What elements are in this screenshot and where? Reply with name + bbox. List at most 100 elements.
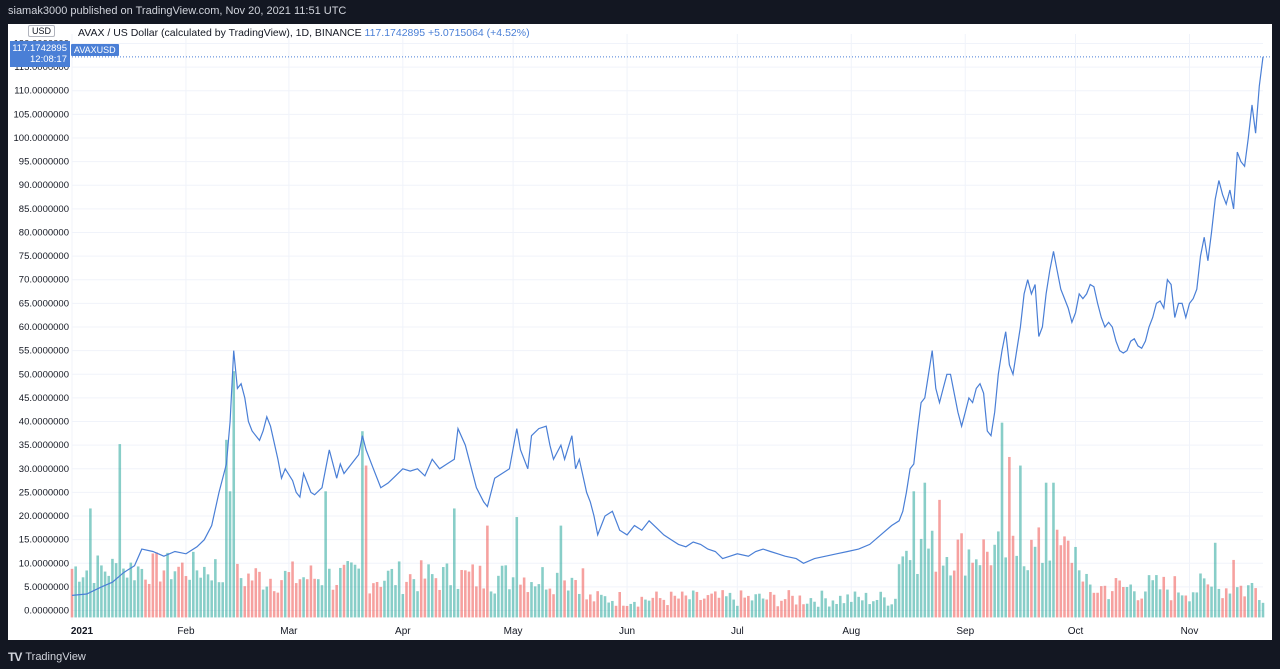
volume-bar	[930, 530, 934, 618]
volume-bar	[1199, 573, 1202, 618]
volume-bar	[776, 606, 780, 618]
volume-bar	[923, 482, 927, 618]
volume-bar	[1133, 591, 1136, 618]
volume-bar	[408, 574, 412, 618]
volume-bar	[1059, 545, 1063, 618]
volume-bar	[1026, 570, 1030, 618]
volume-bar	[960, 533, 963, 618]
volume-bar	[842, 603, 846, 618]
volume-bar	[680, 591, 684, 618]
volume-bar	[350, 562, 353, 618]
volume-bar	[622, 605, 625, 618]
volume-bar	[537, 584, 541, 618]
y-tick-label: 65.0000000	[19, 298, 69, 309]
volume-bar	[416, 591, 419, 618]
volume-bar	[581, 568, 585, 618]
volume-bar	[651, 597, 655, 618]
volume-bar	[1254, 588, 1257, 618]
volume-bar	[835, 603, 838, 618]
y-tick-label: 90.0000000	[19, 180, 69, 191]
y-tick-label: 95.0000000	[19, 157, 69, 168]
volume-bar	[780, 600, 783, 618]
volume-bar	[129, 562, 133, 618]
volume-bar	[875, 599, 879, 618]
volume-bar	[636, 606, 640, 618]
x-tick-label: Feb	[177, 626, 195, 637]
tradingview-logo[interactable]: TV TradingView	[8, 650, 86, 664]
volume-bar	[335, 584, 338, 618]
volume-bar	[430, 574, 434, 618]
volume-bar	[221, 582, 224, 618]
volume-bar	[346, 561, 349, 618]
volume-bar	[515, 517, 519, 618]
y-tick-label: 35.0000000	[19, 440, 69, 451]
volume-bar	[155, 552, 158, 618]
volume-bar	[497, 575, 500, 618]
volume-bar	[640, 596, 644, 618]
x-tick-label: Mar	[280, 626, 298, 637]
volume-bar	[978, 565, 982, 618]
volume-bar	[107, 575, 111, 618]
volume-bar	[938, 499, 941, 618]
volume-bar	[287, 572, 291, 618]
volume-bar	[449, 585, 452, 618]
volume-bar	[1239, 585, 1243, 618]
volume-bar	[1206, 584, 1210, 618]
volume-bar	[1232, 559, 1235, 618]
volume-bar	[747, 595, 750, 618]
volume-bar	[949, 575, 952, 618]
volume-bar	[298, 579, 302, 618]
volume-bar	[783, 599, 787, 618]
volume-bar	[1015, 555, 1018, 618]
volume-bar	[600, 594, 603, 618]
volume-bar	[1118, 580, 1121, 618]
volume-bar	[261, 589, 265, 618]
volume-bar	[861, 600, 864, 618]
volume-bar	[331, 589, 335, 618]
volume-bar	[89, 508, 92, 618]
price-chart[interactable]: 0.0000000 5.0000000 10.0000000 15.0000000 20…	[8, 24, 1272, 640]
x-tick-label: Jun	[619, 626, 635, 637]
volume-bar	[114, 563, 118, 618]
volume-bar	[144, 579, 147, 618]
x-tick-label: Jul	[731, 626, 744, 637]
volume-bar	[1151, 580, 1155, 618]
chart-area[interactable]: 0.0000000 5.0000000 10.0000000 15.0000000 20…	[8, 24, 1272, 640]
y-tick-label: 40.0000000	[19, 417, 69, 428]
volume-bar	[952, 570, 956, 618]
volume-bar	[412, 579, 416, 618]
volume-bar	[1213, 542, 1217, 618]
volume-bar	[173, 571, 177, 618]
volume-bar	[456, 588, 460, 618]
volume-bar	[941, 565, 945, 618]
chart-legend: AVAX / US Dollar (calculated by TradingV…	[78, 27, 530, 39]
volume-bar	[500, 565, 504, 618]
volume-bar	[809, 598, 813, 618]
volume-bar	[1055, 529, 1059, 618]
volume-bar	[192, 551, 195, 618]
volume-bar	[394, 585, 397, 618]
volume-bar	[397, 561, 401, 618]
y-tick-label: 75.0000000	[19, 251, 69, 262]
volume-bar	[243, 586, 247, 618]
currency-badge[interactable]: USD	[28, 25, 56, 37]
volume-bar	[989, 565, 993, 618]
volume-bar	[831, 600, 835, 618]
volume-bar	[974, 559, 978, 618]
volume-bar	[879, 591, 882, 618]
y-tick-label: 10.0000000	[19, 558, 69, 569]
bar-countdown: 12:08:17	[30, 54, 67, 65]
volume-bar	[1221, 598, 1224, 618]
volume-bar	[666, 605, 669, 618]
bottom-bar: TV TradingView	[0, 645, 1280, 669]
volume-bar	[886, 605, 890, 618]
tradingview-logo-icon: TV	[8, 650, 22, 664]
volume-bar	[489, 591, 493, 618]
volume-bar	[699, 599, 702, 618]
y-tick-label: 60.0000000	[19, 322, 69, 333]
volume-bar	[908, 560, 912, 618]
volume-bar	[283, 570, 287, 618]
volume-bar	[401, 594, 405, 618]
volume-bar	[559, 525, 563, 618]
volume-bar	[897, 564, 901, 618]
